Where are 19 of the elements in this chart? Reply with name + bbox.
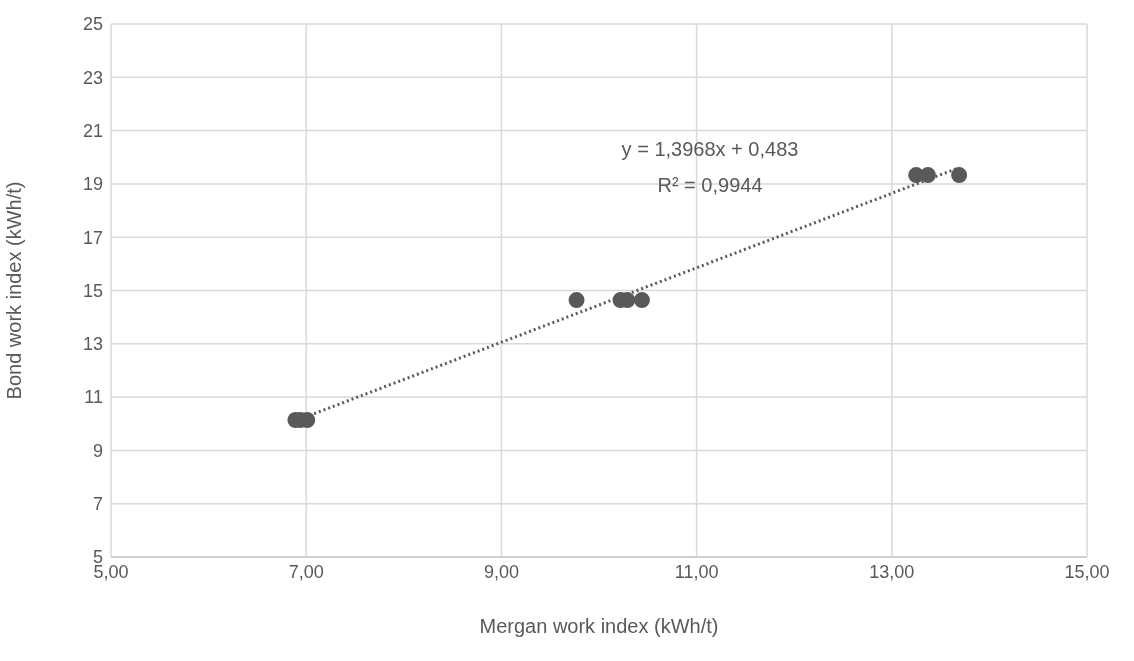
y-tick-label: 23 [82,67,103,88]
x-tick-label: 11,00 [674,561,719,582]
annotation: y = 1,3968x + 0,483 [620,138,800,161]
x-tick-label: 13,00 [869,561,915,582]
y-tick-label: 7 [92,494,103,515]
x-axis-title: Mergan work index (kWh/t) [479,615,719,637]
y-tick-label: 15 [82,280,103,301]
x-tick-label: 7,00 [288,561,324,582]
y-tick-label: 13 [82,334,103,355]
y-tick-label: 11 [84,387,103,408]
y-tick-label: 19 [82,174,103,195]
x-tick-label: 15,00 [1064,561,1110,582]
annotation: R² = 0,9944 [656,174,764,197]
y-tick-label: 9 [92,440,103,461]
y-tick-label: 25 [82,14,103,35]
y-tick-label: 21 [82,120,103,141]
y-tick-label: 17 [82,227,103,248]
x-tick-label: 9,00 [483,561,519,582]
y-axis-title: Bond work index (kWh/t) [3,181,26,400]
